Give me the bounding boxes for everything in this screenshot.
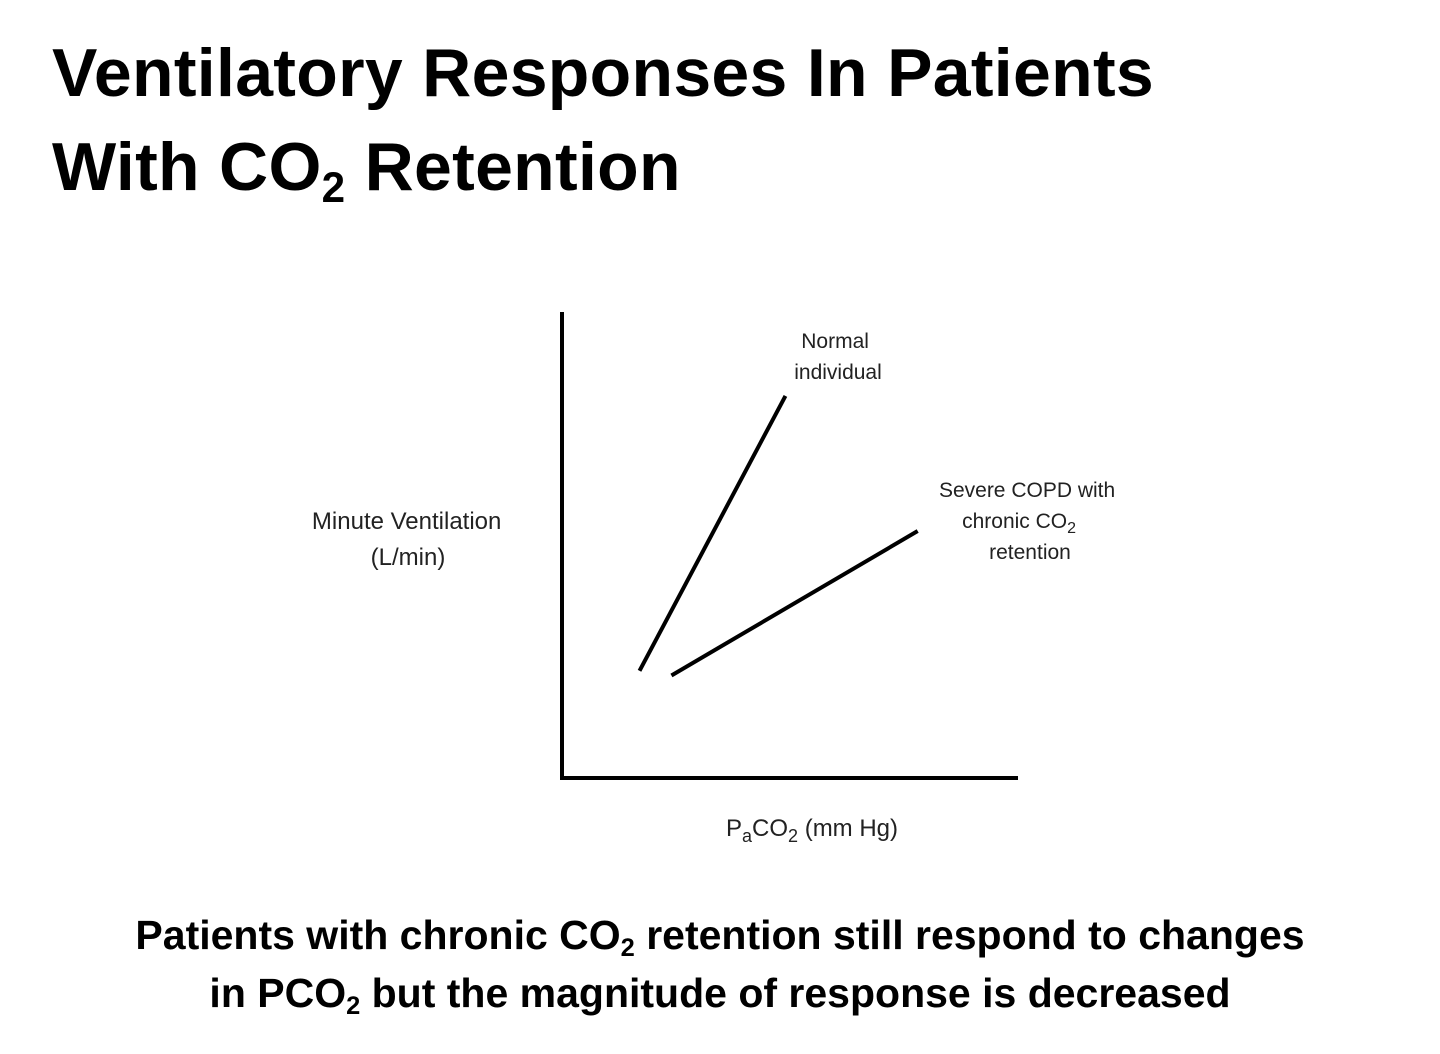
slide-caption: Patients with chronic CO2 retention stil… <box>0 906 1440 1022</box>
caption-line-2: in PCO2 but the magnitude of response is… <box>0 964 1440 1022</box>
x-axis-label-sub-2: 2 <box>788 826 798 846</box>
caption-text-2b: but the magnitude of response is decreas… <box>360 970 1231 1016</box>
y-axis-label-line-1: Minute Ventilation <box>312 508 501 535</box>
series-label-copd-line-1: Severe COPD with <box>939 479 1115 502</box>
title-text-with-co: With CO <box>52 129 322 205</box>
caption-subscript-1: 2 <box>620 934 635 963</box>
title-text-retention: Retention <box>345 129 681 205</box>
series-label-normal-line-1: Normal <box>801 330 869 353</box>
series-line-severe-copd <box>670 529 919 678</box>
y-axis-label: Minute Ventilation (L/min) <box>312 508 508 571</box>
title-line-1: Ventilatory Responses In Patients <box>52 35 1155 111</box>
series-label-copd-line-2: chronic CO <box>962 510 1067 533</box>
caption-text-1b: retention still respond to changes <box>634 912 1305 958</box>
title-line-2: With CO2 Retention <box>52 120 1412 214</box>
series-label-normal-line-2: individual <box>794 361 882 384</box>
caption-text-1a: Patients with chronic CO <box>135 912 621 958</box>
slide-title: Ventilatory Responses In Patients With C… <box>52 26 1412 214</box>
series-line-normal-individual <box>637 394 788 672</box>
x-axis-label-units: (mm Hg) <box>798 815 898 842</box>
caption-line-1: Patients with chronic CO2 retention stil… <box>0 906 1440 964</box>
y-axis-label-line-2: (L/min) <box>371 544 446 571</box>
series-label-normal-individual: Normal individual <box>794 330 882 384</box>
series-label-copd-line-3: retention <box>989 541 1071 564</box>
series-label-severe-copd: Severe COPD with chronic CO2 retention <box>939 479 1121 564</box>
x-axis-label-p: P <box>726 815 742 842</box>
x-axis-label: PaCO2 (mm Hg) <box>726 815 898 846</box>
title-subscript-2: 2 <box>321 163 346 211</box>
caption-subscript-2: 2 <box>346 992 361 1021</box>
x-axis-label-co: CO <box>752 815 788 842</box>
x-axis-label-sub-a: a <box>742 826 753 846</box>
series-label-copd-sub-2: 2 <box>1067 520 1076 537</box>
caption-text-2a: in PCO <box>209 970 347 1016</box>
